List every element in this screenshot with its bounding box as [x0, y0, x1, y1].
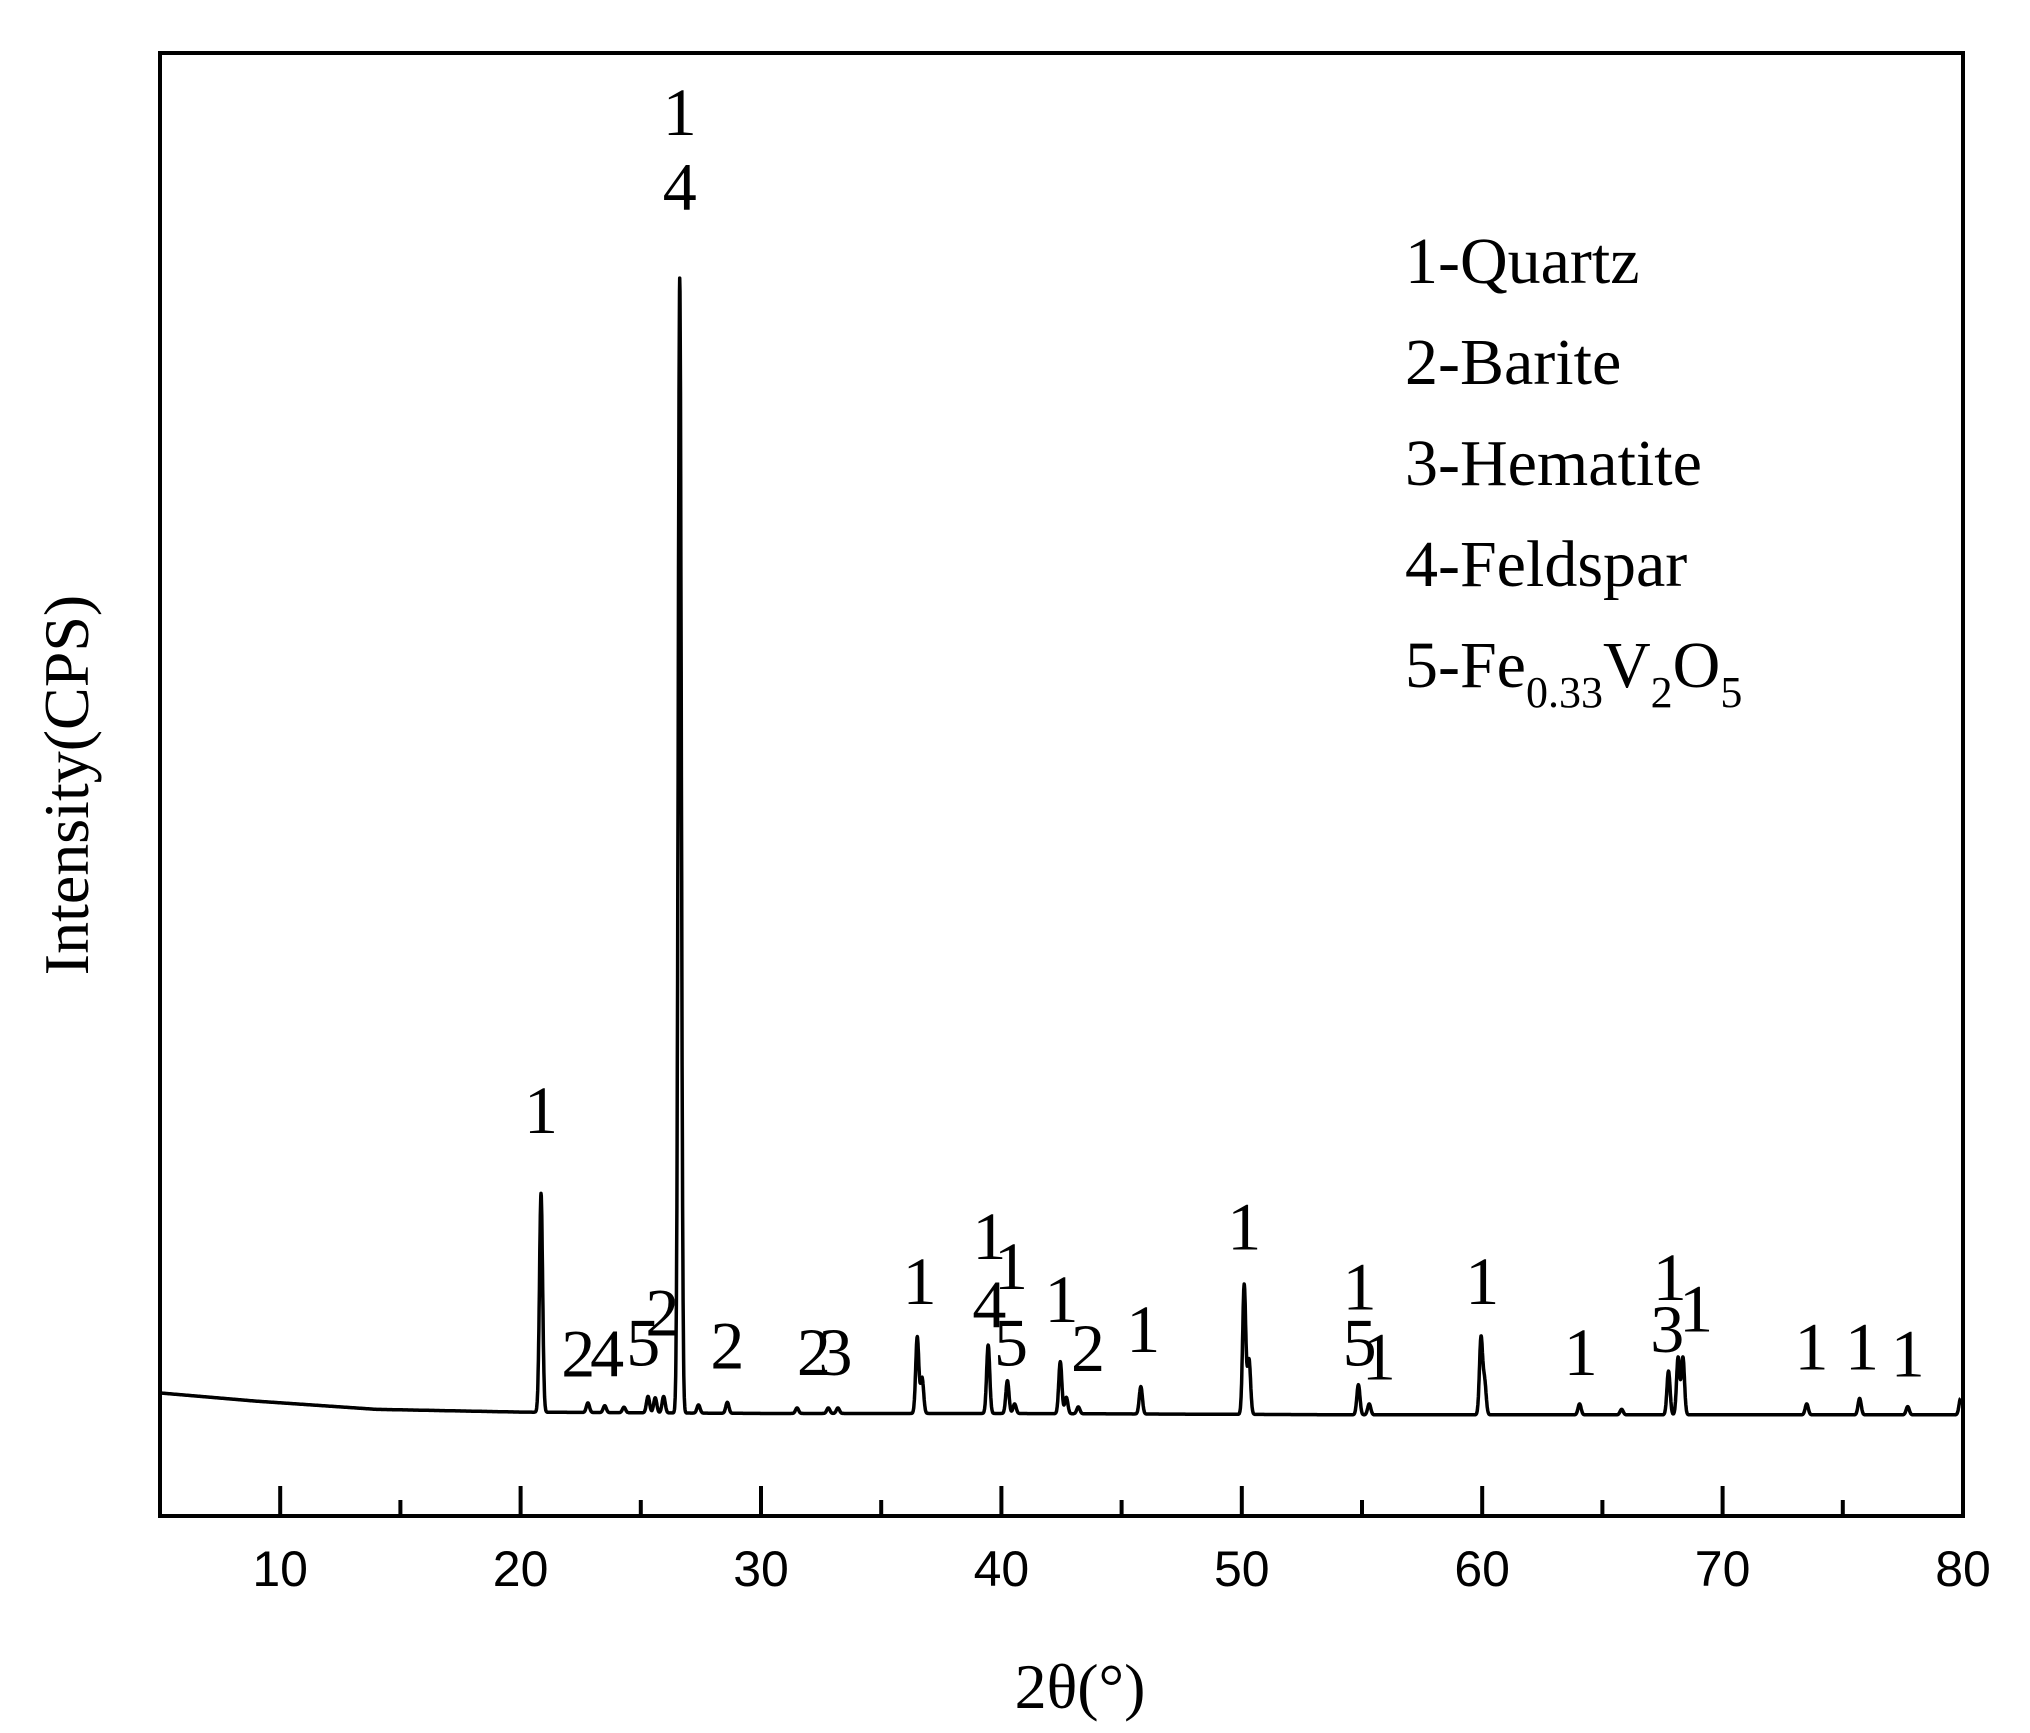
peak-label: 2: [1071, 1310, 1105, 1386]
peak-label: 1: [1795, 1309, 1829, 1385]
peak-label: 1: [1126, 1291, 1160, 1367]
peak-label: 2: [645, 1275, 679, 1351]
peak-label: 1: [663, 74, 697, 150]
peak-label: 5: [626, 1305, 660, 1381]
plot-frame: [158, 51, 1965, 1518]
peak-label: 2: [561, 1316, 595, 1392]
peak-label: 1: [1465, 1243, 1499, 1319]
x-tick-label: 70: [1695, 1541, 1751, 1597]
x-tick-label: 40: [974, 1541, 1030, 1597]
legend-entry: 1-Quartz: [1405, 225, 1640, 298]
peak-label: 1: [1045, 1261, 1079, 1337]
peak-label: 3: [819, 1314, 853, 1390]
peak-label: 1: [1891, 1316, 1925, 1392]
legend-entry: 2-Barite: [1405, 326, 1621, 399]
legend-entry: 4-Feldspar: [1405, 528, 1687, 601]
x-tick-label: 60: [1454, 1541, 1510, 1597]
x-axis-ticks: [158, 1486, 1965, 1516]
x-axis-tick-labels: 10 20 30 40 50 60 70 80: [252, 1541, 1990, 1597]
peak-label: 2: [710, 1307, 744, 1383]
legend: 1-Quartz 2-Barite 3-Hematite 4-Feldspar 5-Fe…: [1405, 225, 1742, 717]
diffraction-pattern-line: [158, 276, 1963, 1417]
peak-label: 3: [1650, 1291, 1684, 1367]
peak-label: 4: [590, 1316, 624, 1392]
peak-label: 1: [1679, 1270, 1713, 1346]
x-tick-label: 50: [1214, 1541, 1270, 1597]
y-axis-title: Intensity(CPS): [31, 595, 102, 975]
legend-entry: 5-Fe0.33V2O5: [1405, 629, 1742, 717]
peak-label: 1: [1227, 1188, 1261, 1264]
peak-label: 1: [1343, 1249, 1377, 1325]
peak-label: 1: [1564, 1314, 1598, 1390]
x-tick-label: 80: [1935, 1541, 1991, 1597]
peak-label: 5: [994, 1305, 1028, 1381]
legend-entry: 3-Hematite: [1405, 427, 1702, 500]
peak-label: 1: [1845, 1309, 1879, 1385]
peak-label: 1: [1653, 1239, 1687, 1315]
peak-label: 1: [903, 1243, 937, 1319]
peak-label: 4: [972, 1266, 1006, 1342]
x-tick-label: 30: [733, 1541, 789, 1597]
x-tick-label: 20: [493, 1541, 549, 1597]
x-axis-title: 2θ(°): [1015, 1651, 1146, 1722]
peak-label: 1: [972, 1198, 1006, 1274]
peak-label: 4: [663, 149, 697, 225]
peak-label: 1: [1362, 1318, 1396, 1394]
x-tick-label: 10: [252, 1541, 308, 1597]
peak-label: 1: [994, 1228, 1028, 1304]
peak-label: 5: [1343, 1305, 1377, 1381]
peak-label: 2: [797, 1314, 831, 1390]
peak-label: 1: [524, 1072, 558, 1148]
